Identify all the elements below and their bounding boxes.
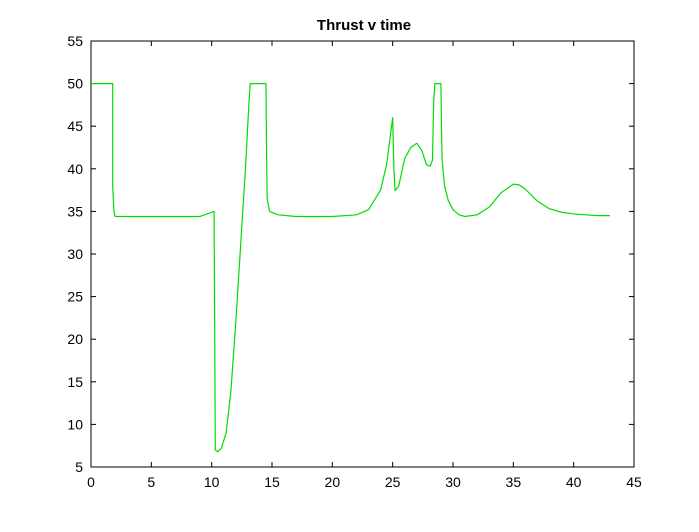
x-tick-label: 40 (566, 474, 582, 490)
chart-title: Thrust v time (317, 17, 411, 34)
y-tick-label: 10 (67, 416, 83, 432)
y-tick-label: 30 (67, 246, 83, 262)
x-tick-label: 30 (445, 474, 461, 490)
x-tick-label: 0 (87, 474, 95, 490)
y-tick-label: 25 (67, 289, 83, 305)
x-tick-label: 25 (385, 474, 401, 490)
x-tick-label: 35 (506, 474, 522, 490)
series-line-1 (91, 82, 610, 453)
x-tick-label: 10 (204, 474, 220, 490)
x-tick-label: 5 (147, 474, 155, 490)
y-tick-label: 5 (75, 459, 83, 475)
x-tick-label: 45 (626, 474, 642, 490)
y-tick-label: 50 (67, 76, 83, 92)
y-tick-label: 35 (67, 203, 83, 219)
x-tick-label: 15 (264, 474, 280, 490)
y-tick-label: 15 (67, 374, 83, 390)
y-tick-label: 40 (67, 161, 83, 177)
y-tick-label: 45 (67, 118, 83, 134)
x-tick-label: 20 (325, 474, 341, 490)
y-tick-label: 20 (67, 331, 83, 347)
y-tick-label: 55 (67, 33, 83, 49)
